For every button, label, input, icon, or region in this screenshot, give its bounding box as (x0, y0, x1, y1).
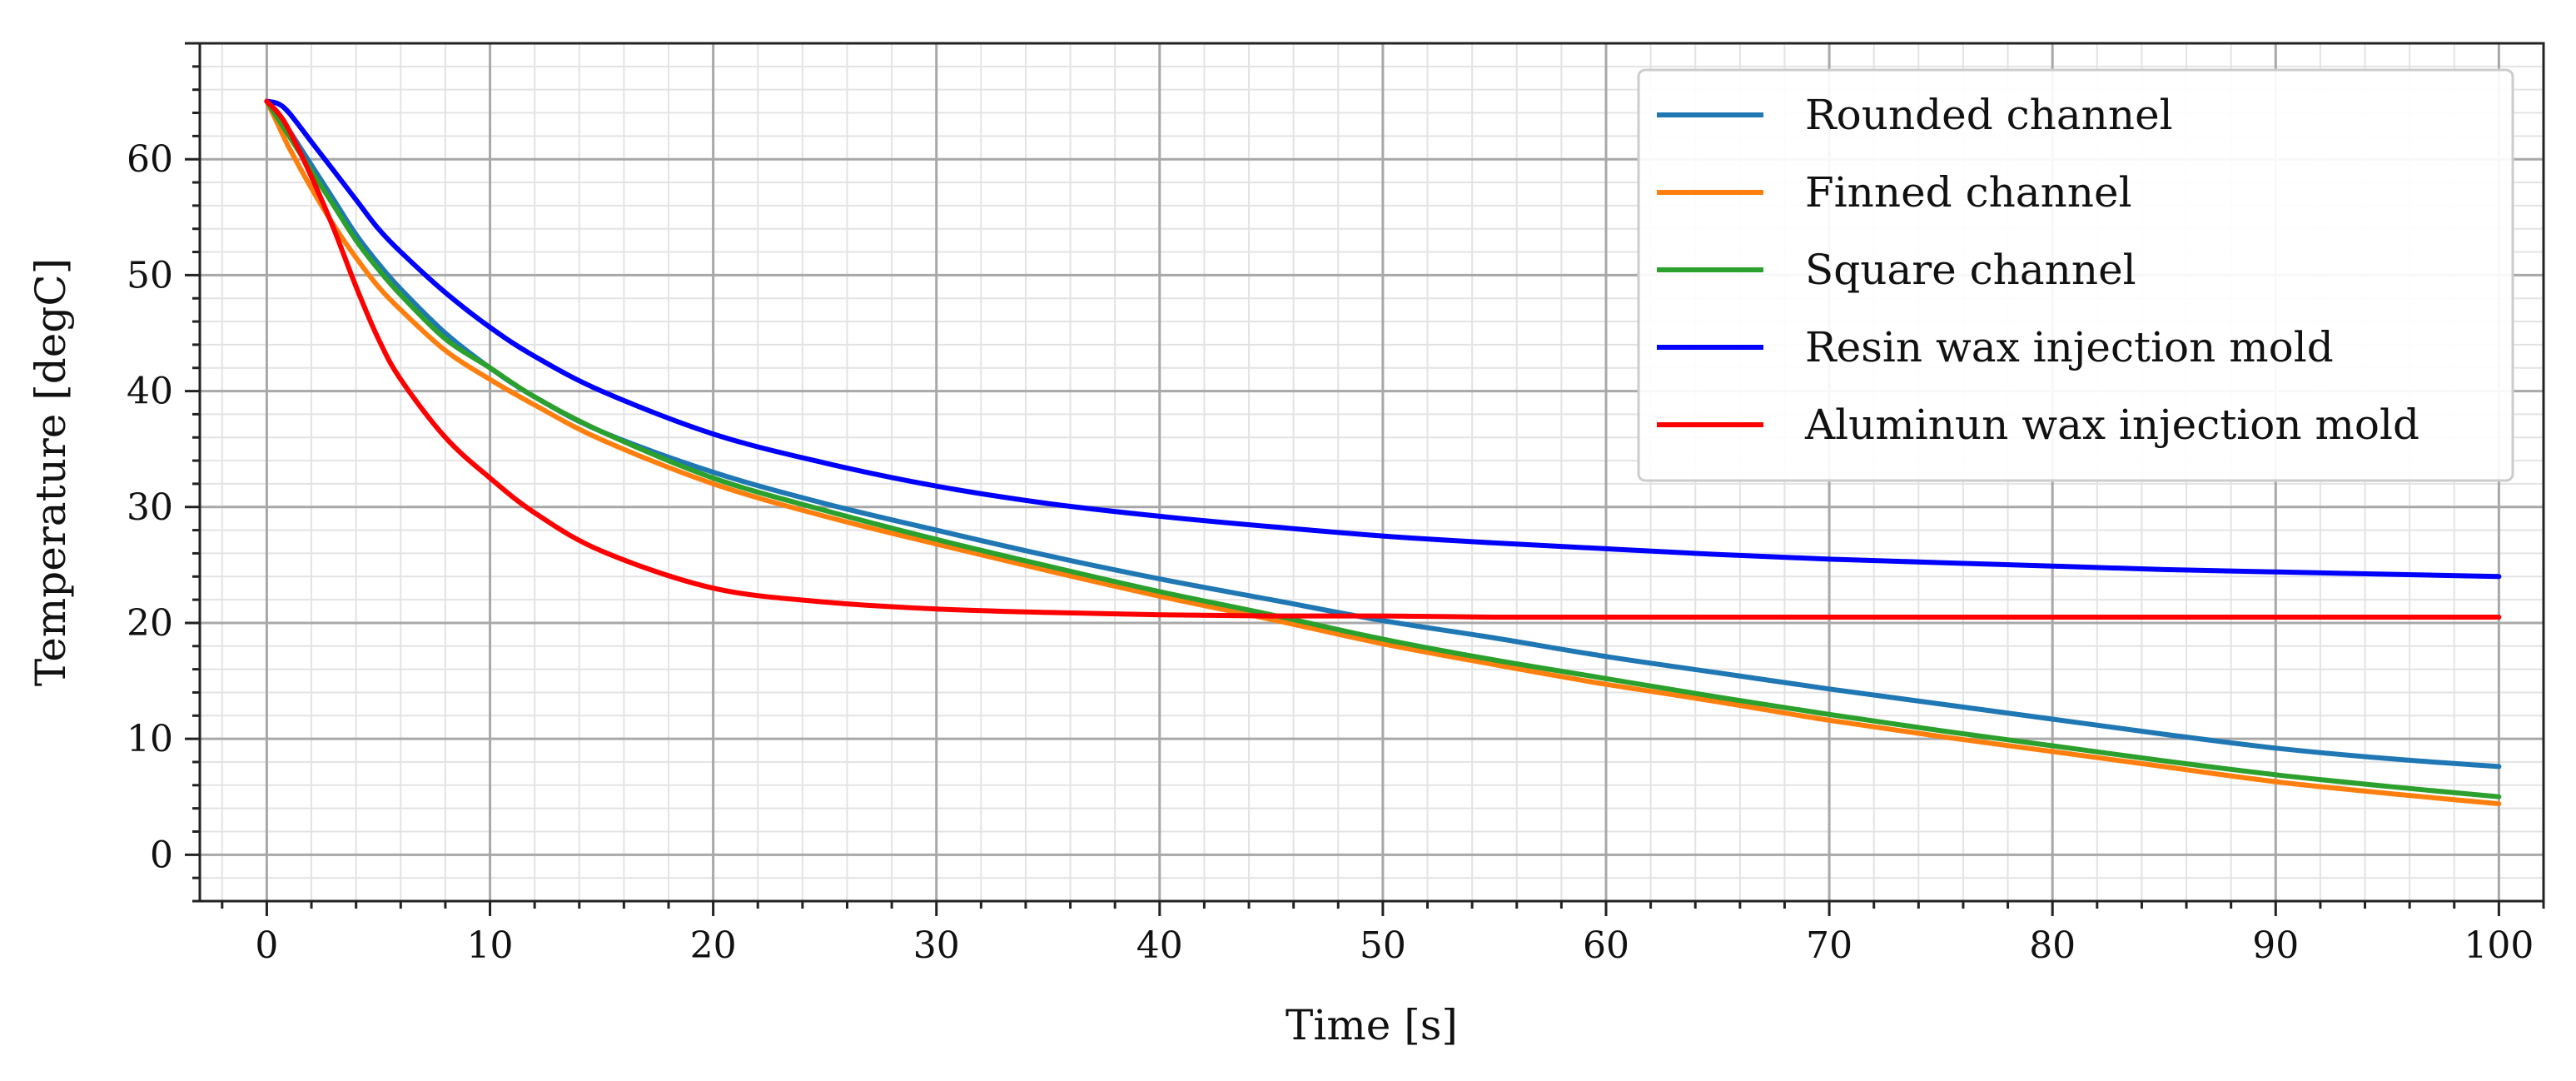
y-tick-label: 0 (150, 834, 173, 876)
series-line-finned-channel (264, 98, 2502, 807)
legend: Rounded channel Finned channel Square chan… (1637, 68, 2514, 482)
legend-label: Aluminun wax injection mold (1804, 401, 2419, 449)
x-tick-label: 50 (1360, 924, 1406, 967)
y-axis-ticks: 0 10 20 30 40 50 60 (127, 42, 200, 903)
y-tick-label: 20 (127, 602, 173, 645)
x-tick-label: 90 (2252, 924, 2299, 967)
x-axis-label: Time [s] (1286, 1001, 1458, 1049)
x-tick-label: 60 (1583, 924, 1629, 967)
x-tick-label: 70 (1806, 924, 1852, 967)
y-tick-label: 10 (127, 718, 173, 760)
y-tick-label: 40 (127, 371, 173, 413)
x-tick-label: 30 (913, 924, 960, 967)
y-tick-label: 60 (127, 138, 173, 181)
x-tick-label: 10 (467, 924, 514, 967)
x-tick-label: 80 (2029, 924, 2076, 967)
series-lines (264, 98, 2502, 807)
legend-label: Rounded channel (1805, 91, 2173, 139)
x-tick-label: 20 (690, 924, 737, 967)
x-axis-ticks: 0 10 20 30 40 50 60 70 80 90 100 (221, 901, 2545, 967)
series-line-rounded-channel (264, 98, 2502, 770)
y-tick-label: 50 (127, 254, 173, 296)
series-line-square-channel (264, 98, 2502, 800)
x-tick-label: 100 (2464, 924, 2534, 967)
legend-label: Finned channel (1805, 168, 2132, 217)
series-line-aluminun-wax-injection-mold (264, 98, 2502, 620)
legend-box (1637, 68, 2514, 482)
legend-label: Resin wax injection mold (1805, 323, 2334, 371)
x-tick-label: 0 (255, 924, 278, 967)
plot-area-frame (198, 42, 2545, 903)
y-tick-label: 30 (127, 486, 173, 529)
y-axis-label: Temperature [degC] (27, 258, 75, 686)
series-line-resin-wax-injection-mold (264, 98, 2502, 580)
x-tick-label: 40 (1136, 924, 1183, 967)
legend-label: Square channel (1805, 246, 2136, 294)
